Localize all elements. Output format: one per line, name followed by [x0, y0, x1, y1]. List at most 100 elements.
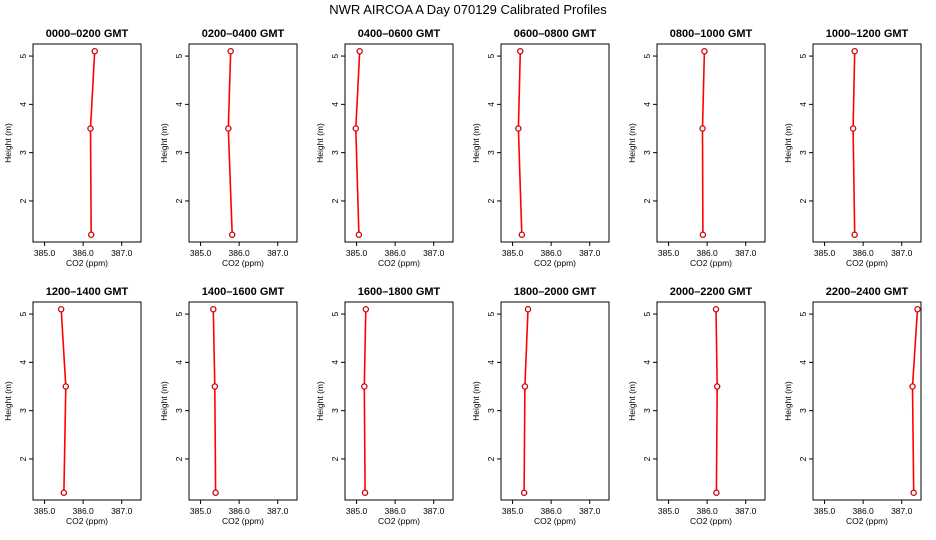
y-tick-label: 5	[642, 53, 652, 58]
panel-title: 0200–0400 GMT	[202, 28, 285, 40]
y-tick-label: 2	[174, 456, 184, 461]
y-tick-label: 4	[642, 360, 652, 365]
x-tick-label: 386.0	[853, 506, 875, 516]
x-tick-label: 386.0	[229, 248, 251, 258]
y-tick-label: 3	[642, 150, 652, 155]
y-tick-label: 4	[798, 360, 808, 365]
y-axis-label: Height (m)	[471, 381, 481, 421]
x-tick-label: 386.0	[385, 248, 407, 258]
data-point	[515, 125, 522, 132]
y-tick-label: 2	[642, 198, 652, 203]
x-axis-label: CO2 (ppm)	[222, 516, 264, 526]
x-tick-label: 387.0	[111, 506, 133, 516]
data-point	[517, 47, 524, 55]
x-axis-label: CO2 (ppm)	[690, 516, 732, 526]
data-point	[361, 383, 368, 390]
plot-frame	[500, 301, 610, 501]
y-tick-label: 3	[174, 408, 184, 413]
profile-line	[523, 309, 529, 493]
x-tick-label: 387.0	[267, 248, 289, 258]
y-tick-label: 2	[642, 456, 652, 461]
y-tick-label: 2	[18, 198, 28, 203]
plot-frame	[344, 43, 454, 243]
x-axis-label: CO2 (ppm)	[66, 516, 108, 526]
y-axis-label: Height (m)	[783, 381, 793, 421]
x-tick-label: 385.0	[190, 248, 212, 258]
data-point	[712, 305, 720, 313]
x-tick-label: 387.0	[891, 506, 913, 516]
y-axis-label: Height (m)	[471, 123, 481, 163]
y-axis-label: Height (m)	[783, 123, 793, 163]
y-tick-label: 4	[18, 360, 28, 365]
x-tick-label: 387.0	[423, 248, 445, 258]
panel-title: 0000–0200 GMT	[46, 28, 129, 40]
x-axis-label: CO2 (ppm)	[66, 258, 108, 268]
x-tick-label: 386.0	[73, 248, 95, 258]
x-tick-label: 385.0	[346, 248, 368, 258]
y-axis-label: Height (m)	[159, 123, 169, 163]
figure-title: NWR AIRCOA A Day 070129 Calibrated Profi…	[329, 2, 607, 17]
data-point	[211, 383, 219, 390]
y-tick-label: 3	[486, 150, 496, 155]
plot-frame	[812, 43, 922, 243]
y-tick-label: 4	[486, 360, 496, 365]
data-point	[524, 305, 532, 313]
panel-title: 1600–1800 GMT	[358, 286, 441, 298]
data-point	[225, 125, 232, 132]
y-tick-label: 5	[18, 53, 28, 58]
y-axis-label: Height (m)	[3, 123, 13, 163]
plot-frame	[32, 301, 142, 501]
plot-frame	[812, 301, 922, 501]
panel-title: 0800–1000 GMT	[670, 28, 753, 40]
data-point	[210, 305, 217, 313]
x-tick-label: 387.0	[735, 506, 757, 516]
data-point	[713, 489, 720, 497]
profile-line	[89, 51, 96, 235]
data-point	[699, 231, 707, 239]
data-point	[356, 47, 363, 55]
x-tick-label: 386.0	[541, 248, 563, 258]
plot-frame	[188, 43, 298, 243]
data-point	[62, 383, 70, 390]
x-tick-label: 385.0	[658, 248, 680, 258]
panel-title: 1400–1600 GMT	[202, 286, 285, 298]
profile-line	[212, 309, 217, 493]
profile-line	[60, 309, 67, 493]
panel-title: 2000–2200 GMT	[670, 286, 753, 298]
data-point	[227, 47, 234, 55]
data-point	[699, 125, 706, 132]
y-tick-label: 5	[330, 311, 340, 316]
x-tick-label: 387.0	[423, 506, 445, 516]
data-point	[914, 305, 921, 313]
data-point	[228, 231, 236, 239]
x-tick-label: 386.0	[385, 506, 407, 516]
x-tick-label: 386.0	[853, 248, 875, 258]
plot-frame	[656, 43, 766, 243]
x-tick-label: 387.0	[579, 506, 601, 516]
y-tick-label: 2	[798, 198, 808, 203]
x-tick-label: 385.0	[502, 248, 524, 258]
x-axis-label: CO2 (ppm)	[534, 516, 576, 526]
y-tick-label: 4	[18, 102, 28, 107]
y-tick-label: 2	[330, 456, 340, 461]
y-axis-label: Height (m)	[315, 123, 325, 163]
profile-line	[701, 51, 706, 235]
y-tick-label: 3	[486, 408, 496, 413]
plot-frame	[656, 301, 766, 501]
x-tick-label: 385.0	[34, 248, 56, 258]
y-tick-label: 5	[330, 53, 340, 58]
profile-line	[715, 309, 719, 493]
profile-line	[227, 51, 233, 235]
x-axis-label: CO2 (ppm)	[378, 516, 420, 526]
y-axis-label: Height (m)	[627, 381, 637, 421]
data-point	[701, 47, 708, 55]
